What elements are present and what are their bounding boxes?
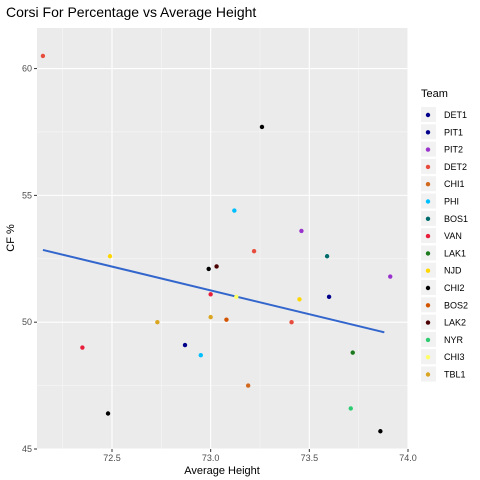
legend-marker — [425, 251, 431, 256]
data-point — [251, 248, 257, 254]
legend-marker — [425, 182, 431, 187]
data-point — [107, 254, 113, 259]
legend-label: LAK1 — [444, 248, 466, 258]
legend-marker — [425, 372, 431, 377]
y-tick-label: 60 — [22, 64, 32, 74]
data-point — [245, 383, 251, 388]
legend-label: LAK2 — [444, 318, 466, 328]
grid-major — [37, 28, 409, 450]
data-point — [40, 53, 46, 59]
x-axis-label: Average Height — [184, 465, 260, 477]
data-point — [224, 317, 229, 322]
legend-marker — [425, 164, 431, 170]
data-point — [234, 294, 239, 300]
data-point — [297, 297, 302, 302]
points-layer — [40, 53, 393, 434]
x-axis-ticks: 72.5 73.0 73.5 74.0 — [103, 449, 417, 463]
legend-marker — [425, 233, 431, 239]
data-point — [326, 294, 332, 300]
legend-label: NYR — [444, 335, 464, 345]
legend-label: CHI3 — [444, 352, 465, 362]
trend-layer — [42, 248, 385, 334]
data-point — [105, 411, 111, 416]
legend-label: DET2 — [444, 162, 467, 172]
legend-marker — [425, 337, 431, 343]
legend-label: PIT2 — [444, 145, 463, 155]
legend-marker — [425, 320, 431, 325]
legend-label: NJD — [444, 266, 462, 276]
legend-marker — [425, 199, 431, 204]
y-axis-ticks: 45 50 55 60 — [22, 64, 37, 454]
legend-label: VAN — [444, 231, 462, 241]
x-tick-label: 72.5 — [103, 453, 121, 463]
y-tick-label: 55 — [22, 190, 32, 200]
plot-panel — [37, 28, 408, 449]
data-point — [80, 345, 85, 350]
legend-label: PIT1 — [444, 127, 463, 137]
grid-minor — [37, 28, 408, 449]
legend-label: BOS1 — [444, 214, 468, 224]
data-point — [208, 292, 213, 297]
legend-marker — [425, 147, 431, 152]
legend: Team DET1 PIT1 PIT2 DET2 CHI1 PHI BOS1 VAN LAK1 N… — [421, 88, 468, 382]
legend-label: BOS2 — [444, 300, 468, 310]
x-tick-label: 74.0 — [399, 453, 417, 463]
legend-marker — [425, 268, 431, 273]
legend-title: Team — [421, 88, 448, 100]
legend-marker — [425, 112, 431, 118]
data-point — [155, 319, 160, 325]
legend-label: PHI — [444, 197, 459, 207]
legend-label: CHI1 — [444, 179, 465, 189]
data-point — [289, 319, 294, 325]
data-point — [348, 406, 353, 411]
data-point — [208, 314, 213, 320]
y-axis-label: CF % — [5, 224, 17, 252]
legend-label: CHI2 — [444, 283, 465, 293]
data-point — [350, 350, 355, 355]
legend-label: DET1 — [444, 110, 467, 120]
data-point — [388, 274, 393, 279]
legend-marker — [425, 216, 431, 221]
x-tick-label: 73.5 — [301, 453, 319, 463]
data-point — [182, 342, 188, 348]
data-point — [198, 352, 203, 358]
legend-marker — [425, 130, 431, 135]
x-tick-label: 73.0 — [202, 453, 220, 463]
y-tick-label: 45 — [22, 444, 32, 454]
y-tick-label: 50 — [22, 317, 32, 327]
legend-marker — [425, 303, 431, 308]
data-point — [299, 228, 304, 234]
trend-line — [42, 248, 385, 334]
data-point — [214, 264, 219, 269]
data-point — [378, 429, 383, 434]
data-point — [259, 124, 265, 130]
legend-marker — [425, 285, 431, 291]
data-point — [324, 254, 330, 259]
data-point — [232, 208, 237, 213]
legend-entries: DET1 PIT1 PIT2 DET2 CHI1 PHI BOS1 VAN LAK1 NJD CHI… — [421, 107, 468, 382]
chart-title: Corsi For Percentage vs Average Height — [6, 4, 256, 20]
legend-marker — [425, 355, 431, 360]
data-point — [206, 266, 211, 272]
legend-label: TBL1 — [444, 370, 466, 380]
